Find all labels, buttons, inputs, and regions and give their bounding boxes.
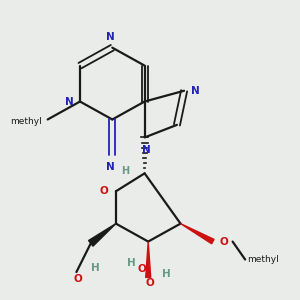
Text: N: N: [106, 32, 115, 42]
Text: O: O: [219, 237, 228, 247]
Text: H: H: [121, 166, 129, 176]
Text: H: H: [162, 269, 171, 279]
Text: H: H: [91, 263, 100, 273]
Text: N: N: [142, 145, 151, 154]
Text: H: H: [127, 259, 136, 269]
Text: N: N: [106, 162, 115, 172]
Text: N: N: [190, 86, 199, 96]
Text: N: N: [65, 97, 74, 106]
Text: methyl: methyl: [11, 117, 42, 126]
Polygon shape: [146, 242, 151, 278]
Text: O: O: [99, 186, 108, 196]
Text: O: O: [146, 278, 154, 288]
Text: methyl: methyl: [247, 255, 279, 264]
Polygon shape: [88, 224, 116, 246]
Text: O: O: [74, 274, 82, 284]
Polygon shape: [181, 224, 214, 244]
Text: O: O: [138, 264, 146, 274]
